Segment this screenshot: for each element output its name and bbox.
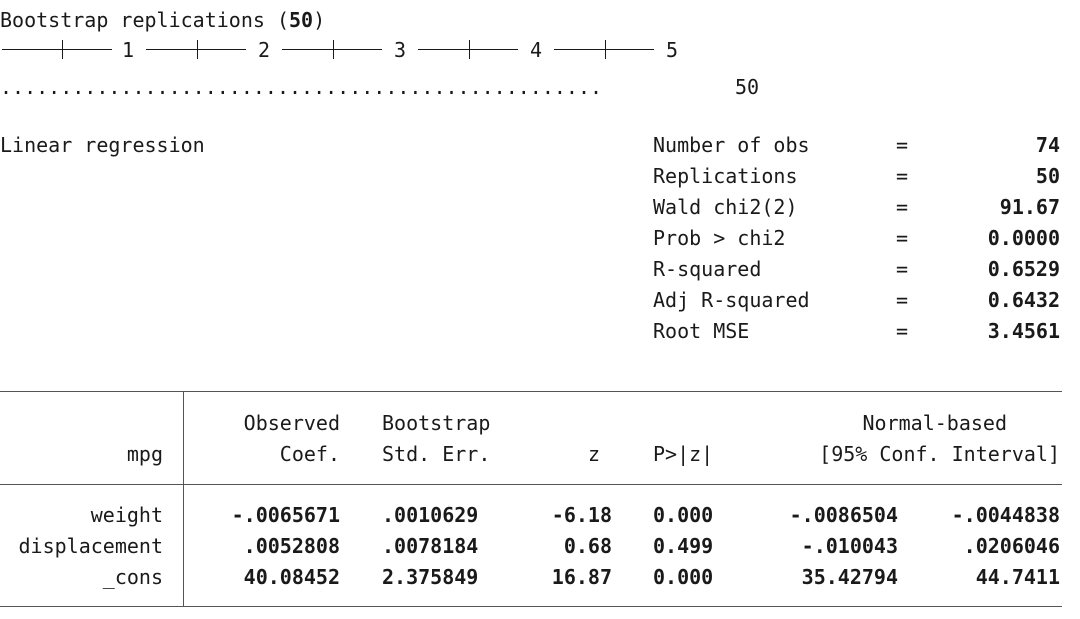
stat-label-wald: Wald chi2(2) bbox=[653, 195, 798, 219]
stat-eq: = bbox=[896, 319, 909, 343]
row-ci-hi: 44.7411 bbox=[975, 565, 1060, 589]
table-top-rule bbox=[0, 391, 1062, 392]
head-depvar: mpg bbox=[126, 442, 163, 466]
progress-ruler: 1 2 3 4 5 bbox=[0, 38, 690, 62]
bootstrap-replication-count: 50 bbox=[288, 8, 314, 32]
row-p: 0.000 bbox=[653, 565, 714, 589]
row-coef: -.0065671 bbox=[231, 503, 340, 527]
row-ci-lo: -.010043 bbox=[801, 534, 898, 558]
stat-eq: = bbox=[896, 164, 909, 188]
stat-label-replications: Replications bbox=[653, 164, 798, 188]
head-se-2: Std. Err. bbox=[382, 442, 491, 466]
row-coef: 40.08452 bbox=[243, 565, 340, 589]
ruler-mark-2: 2 bbox=[258, 38, 271, 62]
row-z: -6.18 bbox=[551, 503, 612, 527]
bootstrap-header-prefix: Bootstrap replications ( bbox=[0, 8, 289, 32]
head-se-1: Bootstrap bbox=[382, 411, 491, 435]
ruler-segment bbox=[282, 49, 382, 50]
ruler-segment bbox=[418, 49, 518, 50]
stat-eq: = bbox=[896, 195, 909, 219]
row-se: .0078184 bbox=[382, 534, 479, 558]
stat-label-adjrsq: Adj R-squared bbox=[653, 288, 810, 312]
table-vertical-rule bbox=[183, 391, 184, 607]
ruler-mark-3: 3 bbox=[394, 38, 407, 62]
ruler-tick bbox=[62, 40, 63, 59]
stat-value-nobs: 74 bbox=[1035, 133, 1060, 157]
stat-value-prob: 0.0000 bbox=[987, 226, 1060, 250]
stat-value-rmse: 3.4561 bbox=[987, 319, 1060, 343]
row-p: 0.000 bbox=[653, 503, 714, 527]
ruler-segment bbox=[554, 49, 654, 50]
table-header-rule bbox=[0, 484, 1062, 485]
stat-label-rsq: R-squared bbox=[653, 257, 762, 281]
ruler-tick bbox=[469, 40, 470, 59]
table-bottom-rule bbox=[0, 606, 1062, 607]
stat-eq: = bbox=[896, 257, 909, 281]
row-name: displacement bbox=[18, 534, 164, 558]
stat-label-nobs: Number of obs bbox=[653, 133, 810, 157]
stat-label-prob: Prob > chi2 bbox=[653, 226, 786, 250]
ruler-segment bbox=[2, 49, 112, 50]
stat-value-wald: 91.67 bbox=[999, 195, 1060, 219]
head-p: P>|z| bbox=[653, 442, 714, 466]
row-ci-lo: -.0086504 bbox=[789, 503, 898, 527]
stat-value-replications: 50 bbox=[1035, 164, 1060, 188]
stat-eq: = bbox=[896, 288, 909, 312]
head-ci-1: Normal-based bbox=[862, 411, 1008, 435]
ruler-tick bbox=[333, 40, 334, 59]
row-z: 0.68 bbox=[563, 534, 612, 558]
stat-eq: = bbox=[896, 133, 909, 157]
progress-dots: ........................................… bbox=[0, 75, 603, 99]
ruler-mark-4: 4 bbox=[530, 38, 543, 62]
row-se: .0010629 bbox=[382, 503, 479, 527]
ruler-tick bbox=[197, 40, 198, 59]
row-name: _cons bbox=[102, 565, 163, 589]
row-ci-hi: .0206046 bbox=[963, 534, 1060, 558]
row-coef: .0052808 bbox=[243, 534, 340, 558]
stat-label-rmse: Root MSE bbox=[653, 319, 750, 343]
model-title: Linear regression bbox=[0, 133, 205, 157]
head-z: z bbox=[587, 442, 600, 466]
row-name: weight bbox=[90, 503, 163, 527]
stat-value-adjrsq: 0.6432 bbox=[987, 288, 1060, 312]
progress-count: 50 bbox=[735, 75, 760, 99]
ruler-tick bbox=[605, 40, 606, 59]
ruler-mark-1: 1 bbox=[122, 38, 135, 62]
row-ci-lo: 35.42794 bbox=[801, 565, 898, 589]
row-z: 16.87 bbox=[551, 565, 612, 589]
head-ci-2: [95% Conf. Interval] bbox=[819, 442, 1060, 466]
bootstrap-header: Bootstrap replications (50) bbox=[0, 8, 325, 32]
stat-eq: = bbox=[896, 226, 909, 250]
head-coef-2: Coef. bbox=[279, 442, 340, 466]
bootstrap-header-suffix: ) bbox=[313, 8, 326, 32]
row-se: 2.375849 bbox=[382, 565, 479, 589]
row-p: 0.499 bbox=[653, 534, 714, 558]
stat-value-rsq: 0.6529 bbox=[987, 257, 1060, 281]
head-coef-1: Observed bbox=[243, 411, 340, 435]
row-ci-hi: -.0044838 bbox=[951, 503, 1060, 527]
ruler-segment bbox=[146, 49, 246, 50]
ruler-mark-5: 5 bbox=[666, 38, 679, 62]
